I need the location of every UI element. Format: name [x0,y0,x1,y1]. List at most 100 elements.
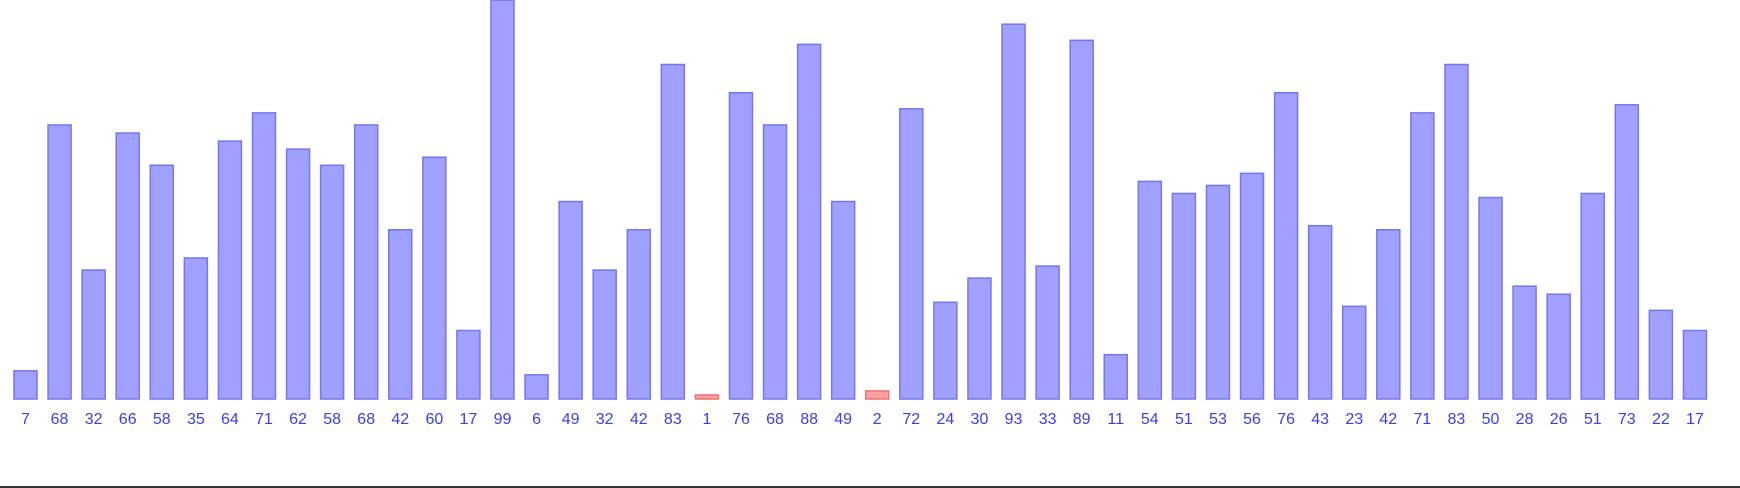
bar [149,164,175,400]
bar [1580,192,1605,400]
bar-label: 32 [596,411,614,428]
bar-label: 53 [1209,411,1227,428]
bar-label: 76 [732,411,750,428]
bar-label: 58 [153,411,171,428]
bar [1614,104,1640,400]
bar-label: 23 [1345,411,1363,428]
bar [967,277,992,400]
bar-label: 62 [289,411,307,428]
bar [1239,172,1265,400]
bar-label: 56 [1243,411,1261,428]
bar [558,200,583,400]
bar-label: 68 [357,411,375,428]
bar-label: 22 [1652,411,1670,428]
bar-label: 42 [1379,411,1397,428]
bar [899,108,924,400]
bar [1410,112,1435,400]
bar-label: 42 [391,411,409,428]
bar-label: 2 [873,411,882,428]
bar-label: 71 [1413,411,1431,428]
bar-label: 76 [1277,411,1295,428]
bar [285,148,311,400]
bar [1035,265,1060,400]
bar-label: 28 [1516,411,1534,428]
bar [251,112,277,400]
bar-label: 42 [630,411,648,428]
bar [1546,293,1571,400]
bar-label: 49 [834,411,852,428]
bar-label: 17 [460,411,478,428]
bar-label: 88 [800,411,818,428]
bar [13,370,38,400]
bar [1376,228,1401,400]
bar [796,43,822,400]
bar-label: 26 [1550,411,1568,428]
bar [1205,184,1231,400]
bar [1307,224,1333,400]
bar-label: 7 [21,411,30,428]
bar [1069,39,1094,400]
bar [1171,192,1197,400]
bar-label: 64 [221,411,239,428]
bar-label: 99 [494,411,512,428]
bar [388,228,413,400]
bar-label: 32 [85,411,103,428]
bar-label: 93 [1005,411,1023,428]
bar-label: 49 [562,411,580,428]
bar [728,91,754,400]
bar [865,390,890,400]
bar [81,269,106,400]
bar-label: 1 [702,411,711,428]
bar-label: 33 [1039,411,1057,428]
bar [1512,285,1537,400]
bar [456,329,481,400]
bar-label: 83 [664,411,682,428]
bar [1273,91,1299,400]
bar [1001,23,1026,400]
bar [694,394,720,400]
bar [115,132,140,400]
bar-label: 72 [902,411,920,428]
bar [319,164,345,400]
bar [1103,353,1128,400]
bar [1648,309,1674,400]
bar-label: 71 [255,411,273,428]
bar [490,0,515,400]
bar-label: 50 [1482,411,1500,428]
bar-label: 35 [187,411,205,428]
bar [1682,329,1708,400]
bar-label: 11 [1107,411,1124,428]
bar-label: 6 [532,411,541,428]
bar [592,269,617,400]
bar-label: 51 [1175,411,1193,428]
bar [1137,180,1163,400]
bar-label: 89 [1073,411,1091,428]
bar [1341,305,1367,400]
bar-label: 24 [936,411,954,428]
bar-label: 58 [323,411,341,428]
bar-label: 54 [1141,411,1159,428]
bar [217,140,243,400]
bar [762,124,788,400]
bar [933,301,958,400]
bar [1478,196,1503,400]
bar [1444,63,1469,400]
bar [830,200,856,400]
bar-label: 66 [119,411,137,428]
bar [422,156,447,400]
bar-label: 17 [1686,411,1704,428]
bar [353,124,379,400]
bar [47,124,72,400]
bar-label: 43 [1311,411,1329,428]
bar-label: 73 [1618,411,1636,428]
bar [183,257,209,400]
bar-label: 51 [1584,411,1602,428]
bar-label: 60 [425,411,443,428]
bar [524,374,549,400]
bar-label: 30 [971,411,989,428]
bar [626,228,652,400]
bar-label: 68 [51,411,69,428]
bar-label: 83 [1448,411,1466,428]
